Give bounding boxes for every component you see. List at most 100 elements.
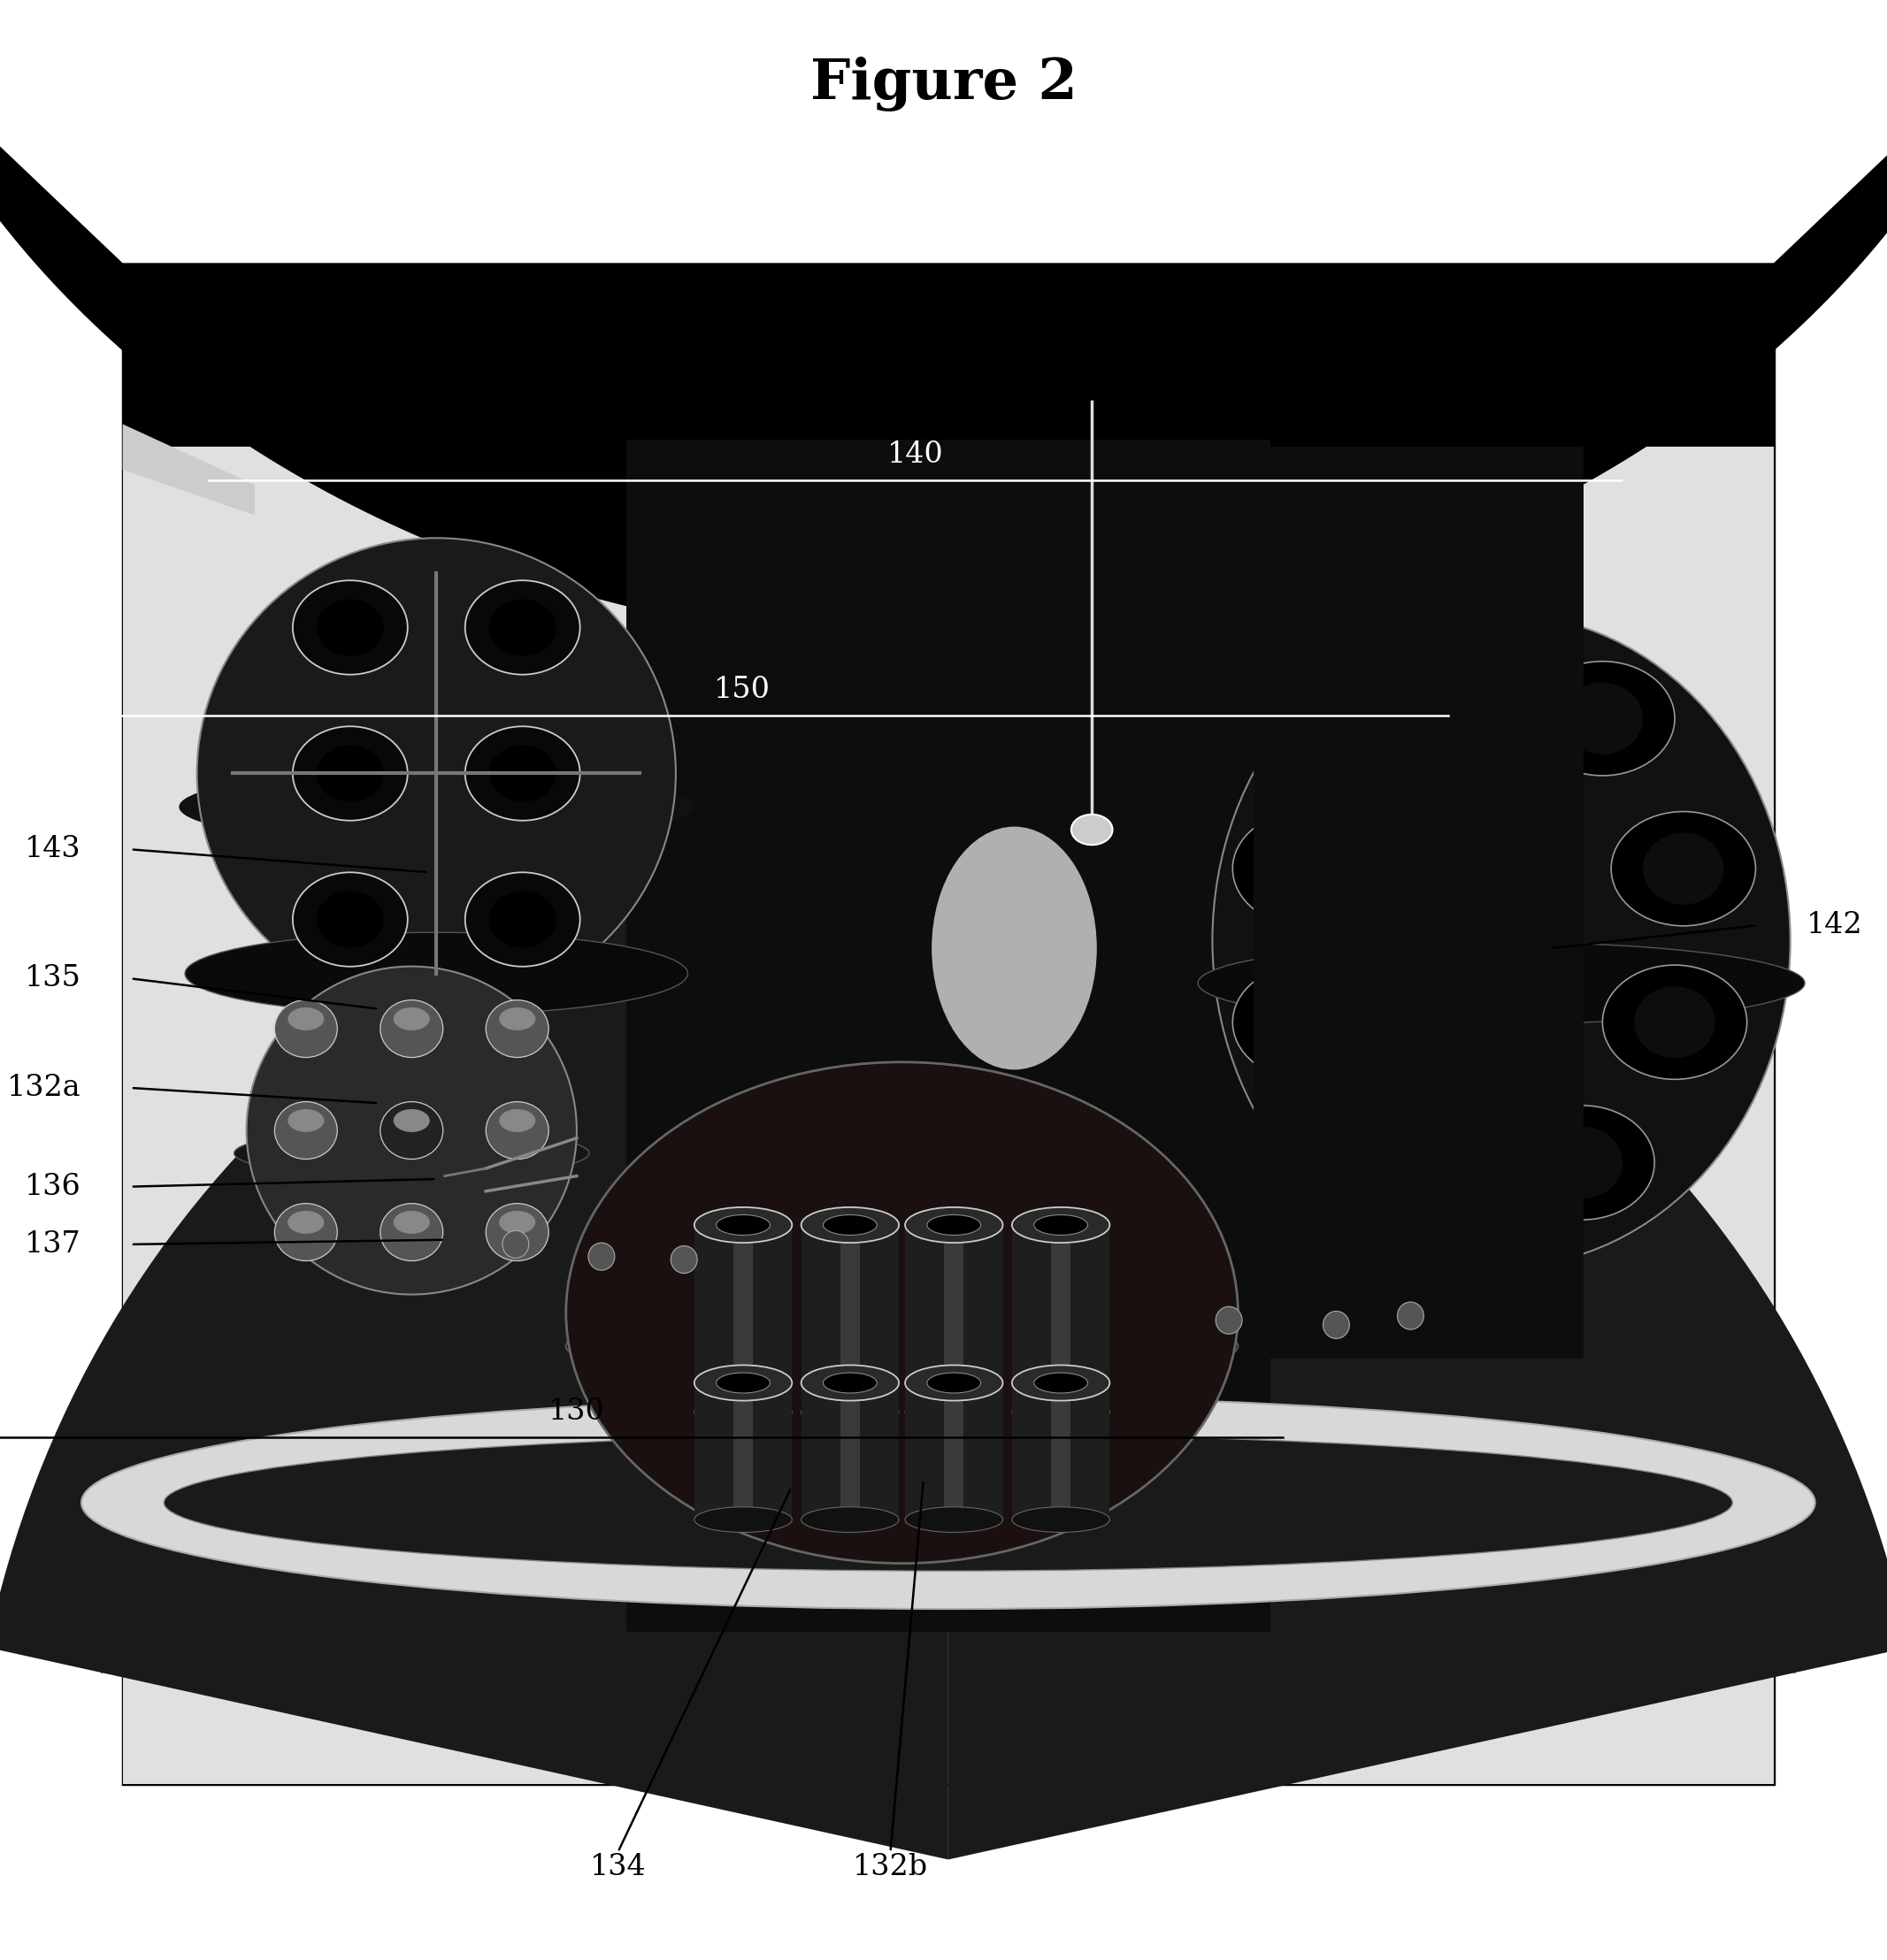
Bar bbox=[802, 1384, 898, 1519]
Ellipse shape bbox=[1011, 1507, 1110, 1533]
Ellipse shape bbox=[489, 745, 557, 802]
Ellipse shape bbox=[1328, 661, 1472, 776]
Ellipse shape bbox=[823, 1372, 877, 1394]
Ellipse shape bbox=[823, 1215, 877, 1235]
Text: 135: 135 bbox=[25, 964, 81, 992]
Text: 134: 134 bbox=[591, 1852, 645, 1882]
Text: Figure 2: Figure 2 bbox=[810, 57, 1077, 112]
Ellipse shape bbox=[1034, 1215, 1087, 1235]
Ellipse shape bbox=[1072, 815, 1113, 845]
Ellipse shape bbox=[464, 727, 579, 821]
Bar bbox=[734, 1384, 753, 1519]
Ellipse shape bbox=[317, 600, 383, 657]
Ellipse shape bbox=[498, 1211, 536, 1233]
Ellipse shape bbox=[1542, 1127, 1623, 1200]
Circle shape bbox=[1396, 1301, 1425, 1329]
Text: 143: 143 bbox=[25, 835, 81, 864]
Text: 132a: 132a bbox=[8, 1074, 81, 1102]
Ellipse shape bbox=[1602, 964, 1747, 1080]
Circle shape bbox=[1215, 1307, 1242, 1335]
Bar bbox=[734, 1225, 753, 1413]
Ellipse shape bbox=[487, 1102, 549, 1158]
Ellipse shape bbox=[196, 537, 676, 1009]
Ellipse shape bbox=[694, 1364, 793, 1401]
Ellipse shape bbox=[464, 872, 579, 966]
Ellipse shape bbox=[1232, 964, 1378, 1080]
Ellipse shape bbox=[927, 1215, 981, 1235]
Wedge shape bbox=[0, 839, 949, 1860]
Ellipse shape bbox=[1461, 833, 1542, 906]
Bar bbox=[1051, 1225, 1070, 1413]
Text: 136: 136 bbox=[25, 1172, 81, 1201]
Ellipse shape bbox=[1447, 986, 1527, 1058]
Ellipse shape bbox=[1415, 964, 1559, 1080]
Ellipse shape bbox=[498, 1109, 536, 1133]
Bar bbox=[123, 265, 1774, 1784]
Ellipse shape bbox=[185, 933, 687, 1015]
Ellipse shape bbox=[927, 1372, 981, 1394]
Ellipse shape bbox=[489, 600, 557, 657]
Ellipse shape bbox=[234, 1129, 589, 1178]
Ellipse shape bbox=[802, 1507, 898, 1533]
Text: 142: 142 bbox=[1808, 911, 1862, 939]
Bar bbox=[1253, 447, 1583, 1358]
Ellipse shape bbox=[1634, 986, 1715, 1058]
Ellipse shape bbox=[379, 1102, 443, 1158]
Text: 140: 140 bbox=[887, 441, 944, 468]
Ellipse shape bbox=[1264, 986, 1345, 1058]
Ellipse shape bbox=[717, 1372, 770, 1394]
Ellipse shape bbox=[802, 1207, 898, 1243]
Ellipse shape bbox=[317, 892, 383, 949]
Ellipse shape bbox=[932, 827, 1096, 1070]
Ellipse shape bbox=[392, 1109, 430, 1133]
Ellipse shape bbox=[247, 966, 577, 1294]
Ellipse shape bbox=[392, 1007, 430, 1031]
Bar bbox=[1011, 1225, 1110, 1413]
Wedge shape bbox=[949, 839, 1887, 1860]
Circle shape bbox=[1323, 1311, 1349, 1339]
Ellipse shape bbox=[464, 580, 579, 674]
Ellipse shape bbox=[1428, 811, 1574, 925]
Ellipse shape bbox=[566, 1305, 1238, 1386]
Ellipse shape bbox=[1213, 613, 1791, 1266]
Ellipse shape bbox=[274, 1102, 338, 1158]
Ellipse shape bbox=[1198, 943, 1804, 1023]
Ellipse shape bbox=[292, 727, 408, 821]
Ellipse shape bbox=[287, 1007, 325, 1031]
Ellipse shape bbox=[566, 1062, 1238, 1564]
Ellipse shape bbox=[1510, 1105, 1655, 1219]
Ellipse shape bbox=[487, 1000, 549, 1058]
Ellipse shape bbox=[1361, 682, 1440, 755]
Bar bbox=[906, 1225, 1002, 1413]
Ellipse shape bbox=[906, 1399, 1002, 1425]
Ellipse shape bbox=[498, 1007, 536, 1031]
Ellipse shape bbox=[1011, 1364, 1110, 1401]
Circle shape bbox=[589, 1243, 615, 1270]
Text: 150: 150 bbox=[713, 676, 770, 704]
Bar bbox=[694, 1384, 793, 1519]
Circle shape bbox=[672, 1247, 698, 1274]
Ellipse shape bbox=[1644, 833, 1725, 906]
Text: 132b: 132b bbox=[853, 1852, 928, 1882]
Polygon shape bbox=[0, 45, 1887, 645]
Ellipse shape bbox=[274, 1203, 338, 1260]
Ellipse shape bbox=[292, 580, 408, 674]
Polygon shape bbox=[123, 423, 255, 515]
Bar bbox=[123, 265, 1774, 1784]
Ellipse shape bbox=[694, 1507, 793, 1533]
Bar bbox=[840, 1384, 860, 1519]
Ellipse shape bbox=[1011, 1207, 1110, 1243]
Bar bbox=[626, 439, 1270, 1631]
Text: 137: 137 bbox=[25, 1231, 81, 1258]
Ellipse shape bbox=[274, 1000, 338, 1058]
Ellipse shape bbox=[1232, 811, 1378, 925]
Ellipse shape bbox=[487, 1203, 549, 1260]
Ellipse shape bbox=[802, 1364, 898, 1401]
Ellipse shape bbox=[1361, 1127, 1440, 1200]
Ellipse shape bbox=[287, 1109, 325, 1133]
Ellipse shape bbox=[1328, 1105, 1472, 1219]
Ellipse shape bbox=[292, 872, 408, 966]
Ellipse shape bbox=[379, 1000, 443, 1058]
Ellipse shape bbox=[906, 1507, 1002, 1533]
Ellipse shape bbox=[489, 892, 557, 949]
